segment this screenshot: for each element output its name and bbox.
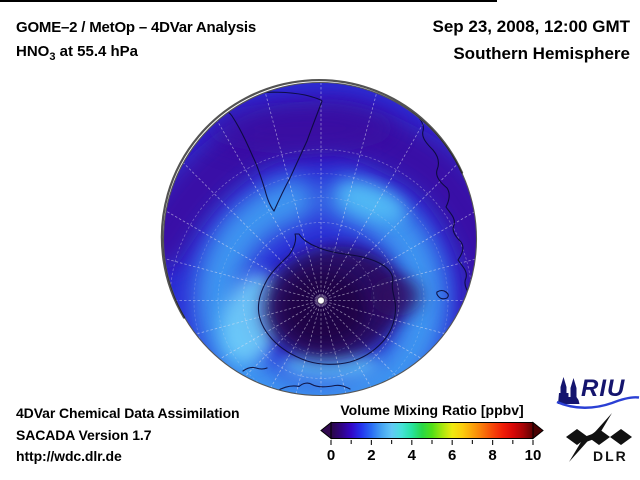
colorbar-arrow-right xyxy=(532,421,544,440)
map-rim xyxy=(162,81,478,397)
colorbar-tick-label-0: 0 xyxy=(326,447,336,464)
ring-bright-north xyxy=(338,183,406,221)
dlr-logo-text: DLR xyxy=(593,448,628,464)
footer-url-label: http://wdc.dlr.de xyxy=(16,448,122,464)
coastline-south xyxy=(276,382,351,392)
dlr-diamond-3 xyxy=(610,429,632,445)
species-subscript: 3 xyxy=(49,51,56,63)
datetime-label: Sep 23, 2008, 12:00 GMT xyxy=(432,17,631,36)
footer-version-label: SACADA Version 1.7 xyxy=(16,427,152,443)
dark-band-top xyxy=(205,102,395,154)
colorbar-tick-label-6: 6 xyxy=(448,447,457,464)
dlr-arrow-tail xyxy=(569,433,595,462)
colorbar-tick-label-8: 8 xyxy=(488,447,497,464)
graticule xyxy=(163,82,477,396)
colorbar-ticks xyxy=(330,440,534,445)
coastline-island-east xyxy=(436,289,449,300)
coastline-antarctica xyxy=(257,233,397,365)
colorbar xyxy=(320,421,544,445)
top-border-line xyxy=(0,0,497,2)
dlr-diamond-2 xyxy=(588,429,610,445)
polar-ring-shading xyxy=(195,178,447,396)
species-level-label: HNO3 at 55.4 hPa xyxy=(16,43,138,63)
hemisphere-label: Southern Hemisphere xyxy=(453,44,630,63)
colorbar-tick-label-4: 4 xyxy=(407,447,416,464)
riu-logo xyxy=(556,377,640,409)
map-rim-shadow xyxy=(160,79,464,319)
colorbar-gradient-bar xyxy=(330,422,534,439)
colorbar-tick-label-10: 10 xyxy=(524,447,542,464)
dlr-logo xyxy=(566,413,632,462)
vortex-core-east xyxy=(370,276,422,316)
footer-assimilation-label: 4DVar Chemical Data Assimilation xyxy=(16,405,240,421)
coastline-island-southwest xyxy=(242,366,268,372)
pressure-level: at 55.4 hPa xyxy=(55,43,139,60)
riu-logo-text: RIU xyxy=(581,375,626,402)
vortex-core-dark xyxy=(282,272,366,344)
cathedral-icon xyxy=(558,377,580,404)
hemisphere-map xyxy=(160,79,478,397)
colorbar-tick-label-2: 2 xyxy=(367,447,376,464)
riu-wave-icon xyxy=(556,396,640,409)
page-title: GOME–2 / MetOp – 4DVar Analysis xyxy=(16,19,257,36)
dark-collar-band xyxy=(163,99,477,373)
colorbar-title: Volume Mixing Ratio [ppbv] xyxy=(340,402,524,418)
species-name: HNO xyxy=(16,43,50,60)
pole-marker xyxy=(317,296,325,304)
coastline-east-limb xyxy=(371,89,473,311)
colorbar-arrow-left xyxy=(320,421,332,440)
